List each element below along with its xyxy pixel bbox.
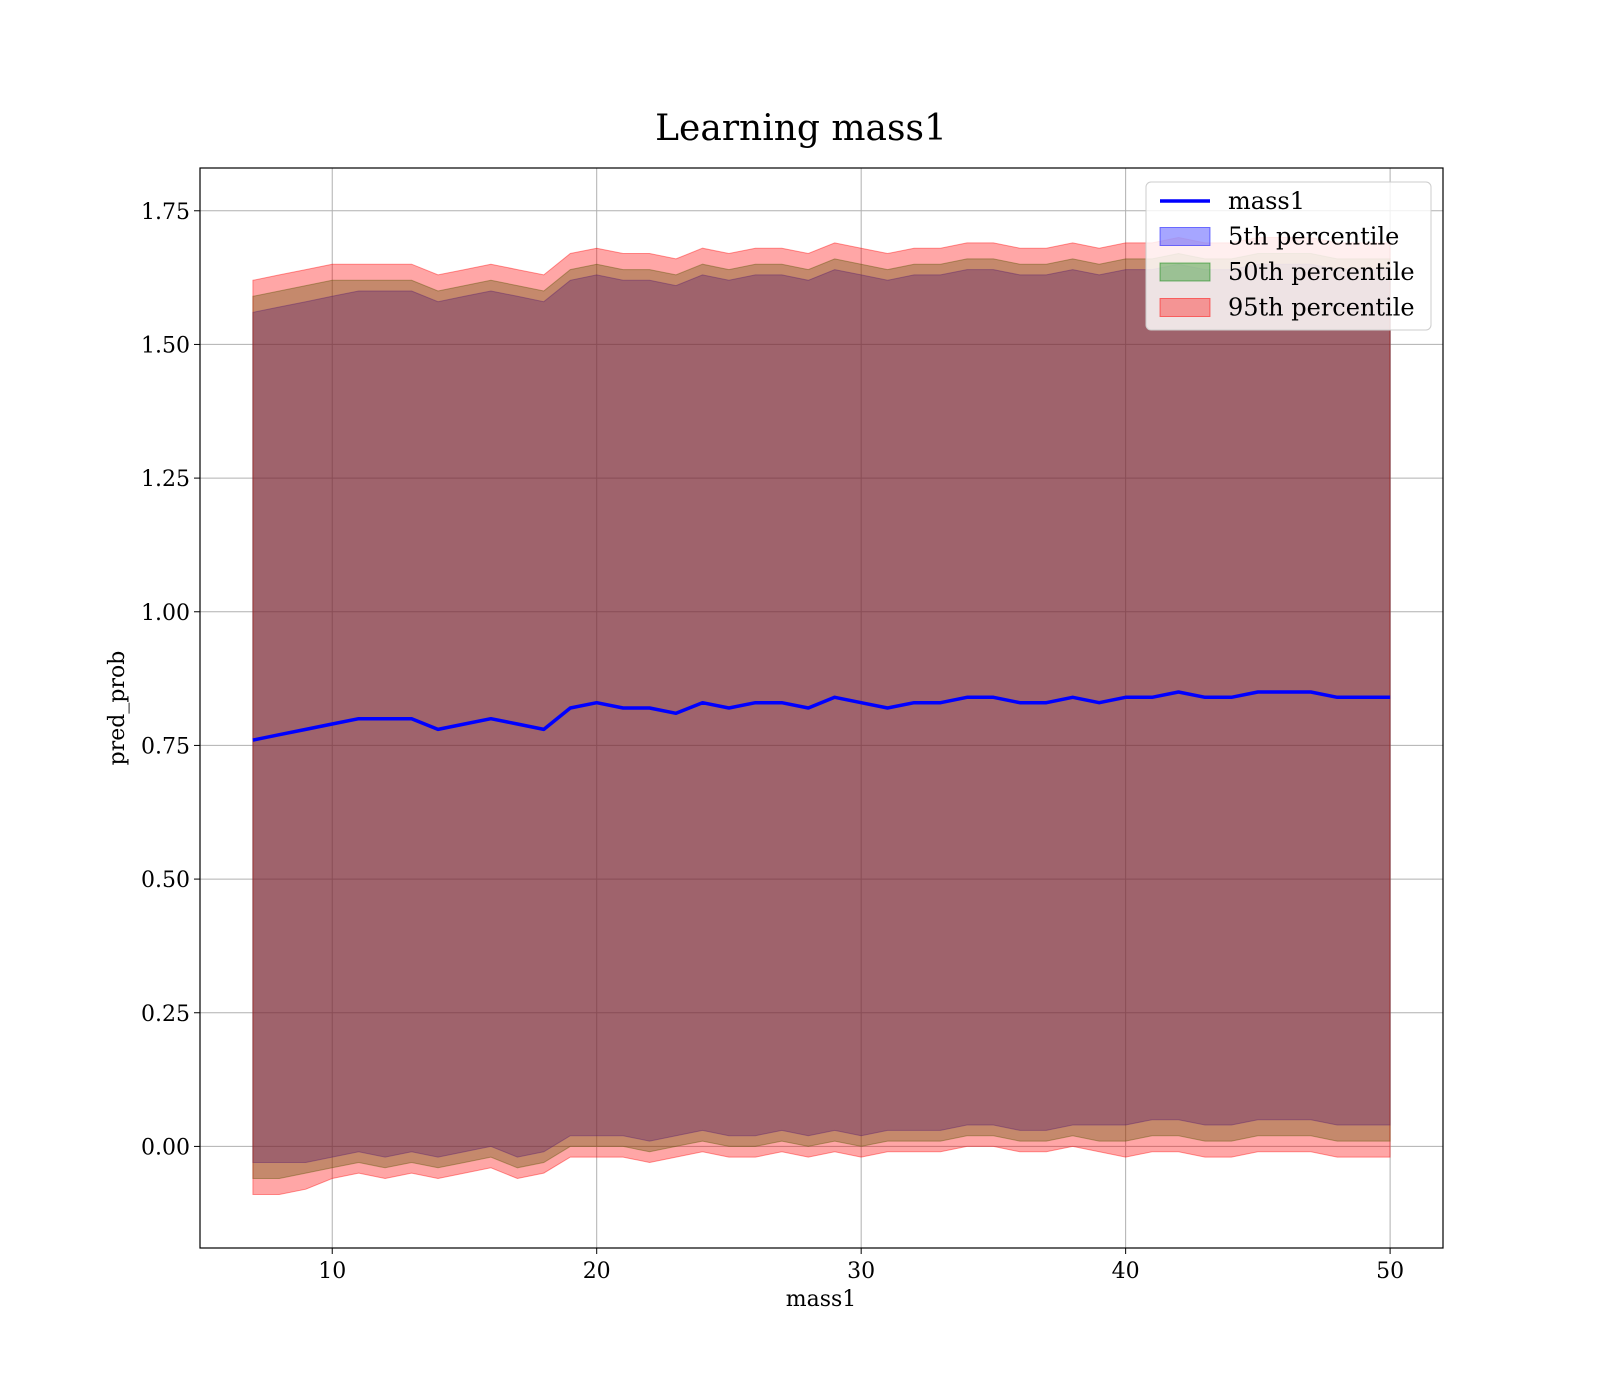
legend: mass1 5th percentile 50th percentile 95th p…	[1145, 181, 1432, 331]
legend-swatch-patch	[1159, 227, 1211, 246]
band-50th-percentile	[252, 252, 1391, 1179]
series-lines	[252, 690, 1391, 742]
x-tick-label: 10	[318, 1259, 346, 1284]
legend-swatch-patch	[1159, 262, 1211, 282]
x-tick-label: 30	[847, 1259, 875, 1284]
y-tick-label: 1.00	[141, 601, 190, 626]
band-5th-percentile	[252, 263, 1391, 1163]
y-axis-label: pred_prob	[105, 651, 130, 766]
x-tick-label: 20	[583, 1259, 611, 1284]
y-tick-label: 1.50	[141, 333, 190, 358]
grid	[200, 168, 1443, 1248]
x-axis-label: mass1	[786, 1287, 857, 1312]
y-axis-ticks: 0.00 0.25 0.50 0.75 1.00 1.25 1.50 1.75	[141, 200, 200, 1160]
legend-label: mass1	[1228, 187, 1305, 215]
percentile-bands	[252, 236, 1391, 1195]
y-tick-label: 0.75	[141, 734, 190, 759]
plot-background	[200, 168, 1443, 1248]
y-tick-label: 0.50	[141, 868, 190, 893]
y-tick-label: 0.25	[141, 1002, 190, 1027]
x-tick-label: 50	[1376, 1259, 1404, 1284]
legend-label: 95th percentile	[1228, 294, 1415, 322]
y-tick-label: 1.75	[141, 200, 190, 225]
x-axis-ticks: 10 20 30 40 50	[318, 1248, 1404, 1284]
plot-area	[199, 167, 1444, 1249]
y-tick-label: 0.00	[141, 1135, 190, 1160]
chart-title: Learning mass1	[655, 108, 947, 149]
series-line-mass1	[252, 690, 1391, 742]
legend-label: 5th percentile	[1228, 223, 1399, 251]
legend-swatch-patch	[1159, 298, 1211, 317]
y-tick-label: 1.25	[141, 467, 190, 492]
band-95th-percentile	[252, 236, 1391, 1195]
legend-box	[1145, 181, 1432, 331]
legend-label: 50th percentile	[1228, 258, 1415, 286]
plot-frame	[199, 167, 1444, 1249]
x-tick-label: 40	[1112, 1259, 1140, 1284]
